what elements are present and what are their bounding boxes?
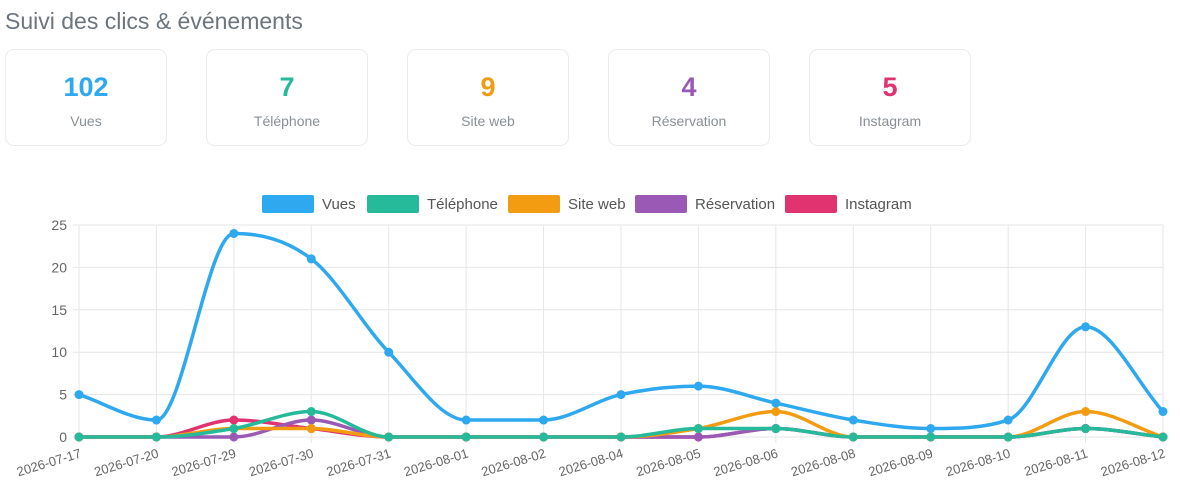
y-tick-label: 20: [51, 259, 67, 275]
data-point: [771, 407, 781, 417]
y-tick-label: 0: [59, 429, 67, 445]
data-point: [74, 390, 84, 400]
stat-value: 4: [681, 72, 697, 102]
data-point: [539, 432, 549, 442]
stat-label: Téléphone: [253, 113, 321, 129]
data-point: [384, 432, 394, 442]
chart-legend: Vues Téléphone Site web Réservation Instagra…: [262, 195, 912, 213]
data-point: [771, 424, 781, 434]
legend-swatch: [262, 195, 314, 213]
stat-value: 102: [63, 72, 109, 102]
data-point: [616, 432, 626, 442]
legend-swatch: [508, 195, 560, 213]
legend-label: Site web: [568, 196, 626, 213]
x-tick-label: 2026-08-01: [402, 446, 470, 480]
data-point: [306, 424, 316, 434]
data-point: [461, 415, 471, 425]
data-point: [771, 398, 781, 408]
data-point: [1158, 432, 1168, 442]
x-tick-label: 2026-07-30: [247, 446, 315, 480]
stat-card-instagram: 5 Instagram: [809, 49, 971, 146]
data-point: [1003, 432, 1013, 442]
x-tick-label: 2026-08-04: [557, 446, 625, 480]
data-point: [693, 381, 703, 391]
y-tick-label: 15: [51, 302, 67, 318]
stat-label: Instagram: [858, 113, 922, 129]
x-tick-label: 2026-07-31: [325, 446, 393, 480]
data-point: [616, 390, 626, 400]
data-point: [306, 254, 316, 264]
events-line-chart: 0 5 10 15 20 25 2026-07-17 2026-07-20 2026-07-29…: [15, 195, 1168, 480]
data-point: [151, 432, 161, 442]
legend-label: Réservation: [695, 196, 775, 213]
legend-swatch: [635, 195, 687, 213]
y-tick-label: 5: [59, 387, 67, 403]
data-point: [926, 432, 936, 442]
series-t-l-phone: [74, 407, 1168, 442]
chart-grid: [73, 224, 1164, 443]
legend-swatch: [785, 195, 837, 213]
data-point: [229, 432, 239, 442]
stat-value: 7: [279, 72, 295, 102]
x-tick-label: 2026-08-08: [789, 446, 857, 480]
data-point: [1081, 322, 1091, 332]
data-point: [539, 415, 549, 425]
data-point: [151, 415, 161, 425]
legend-label: Instagram: [845, 196, 912, 213]
x-tick-label: 2026-08-09: [867, 446, 935, 480]
stat-card-vues: 102 Vues: [5, 49, 167, 146]
data-point: [693, 432, 703, 442]
data-point: [384, 347, 394, 357]
x-tick-label: 2026-08-05: [634, 446, 702, 480]
x-tick-label: 2026-08-02: [479, 446, 547, 480]
data-point: [1003, 415, 1013, 425]
x-tick-label: 2026-07-20: [92, 446, 160, 480]
x-tick-label: 2026-08-06: [712, 446, 780, 480]
legend-label: Téléphone: [427, 196, 498, 213]
data-point: [306, 407, 316, 417]
data-point: [461, 432, 471, 442]
y-tick-label: 25: [51, 217, 67, 233]
data-point: [74, 432, 84, 442]
stat-card-reservation: 4 Réservation: [608, 49, 770, 146]
x-tick-label: 2026-08-10: [944, 446, 1012, 480]
data-point: [693, 424, 703, 434]
stat-label: Réservation: [651, 113, 727, 129]
data-point: [848, 415, 858, 425]
stat-card-telephone: 7 Téléphone: [206, 49, 368, 146]
data-point: [1081, 424, 1091, 434]
stat-label: Site web: [461, 113, 515, 129]
data-point: [306, 415, 316, 425]
series-vues: [74, 228, 1168, 434]
data-point: [229, 424, 239, 434]
stat-label: Vues: [70, 113, 102, 129]
x-tick-label: 2026-07-17: [15, 446, 83, 480]
page-title: Suivi des clics & événements: [5, 8, 303, 34]
data-point: [1158, 407, 1168, 417]
stat-card-site-web: 9 Site web: [407, 49, 569, 146]
stat-value: 5: [882, 72, 898, 102]
data-point: [926, 424, 936, 434]
x-tick-label: 2026-08-11: [1022, 446, 1089, 480]
x-tick-label: 2026-08-12: [1099, 446, 1167, 480]
legend-swatch: [367, 195, 419, 213]
data-point: [229, 415, 239, 425]
data-point: [229, 228, 239, 238]
legend-label: Vues: [322, 196, 356, 213]
stat-value: 9: [480, 72, 496, 102]
x-tick-label: 2026-07-29: [170, 446, 238, 480]
data-point: [848, 432, 858, 442]
y-tick-label: 10: [51, 344, 67, 360]
data-point: [1081, 407, 1091, 417]
